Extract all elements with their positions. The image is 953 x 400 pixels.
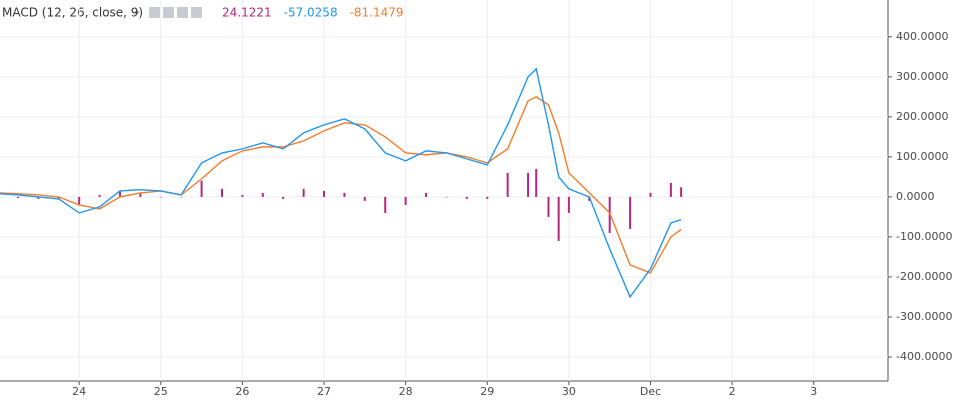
histogram-bar — [323, 190, 326, 197]
format-icon[interactable] — [163, 7, 174, 18]
add-icon[interactable] — [177, 7, 188, 18]
histogram-bar — [57, 196, 60, 199]
histogram-bar — [669, 182, 672, 197]
histogram-bar — [363, 196, 366, 201]
x-tick-label: 26 — [235, 385, 249, 398]
histogram-bar — [567, 196, 570, 213]
y-tick-label: -100.0000 — [896, 230, 952, 243]
x-tick-label: 25 — [154, 385, 168, 398]
histogram-bar — [404, 196, 407, 205]
toolbar-icons — [134, 7, 202, 18]
histogram-bar — [98, 194, 101, 197]
histogram-bar — [221, 188, 223, 197]
legend-value: -57.0258 — [284, 6, 338, 20]
x-tick-label: 3 — [810, 385, 817, 398]
histogram-bar — [200, 180, 203, 197]
settings-icon[interactable] — [149, 7, 160, 18]
histogram-bar — [649, 192, 652, 197]
histogram-bar — [78, 196, 81, 205]
legend-value: 24.1221 — [222, 6, 272, 20]
histogram-bar — [37, 196, 40, 199]
collapse-arrow[interactable] — [134, 11, 140, 15]
histogram-bar — [343, 192, 346, 197]
histogram-bar — [180, 196, 183, 198]
x-tick-label: 24 — [72, 385, 86, 398]
y-tick-label: 0.0000 — [896, 190, 935, 203]
histogram-bar — [608, 196, 611, 233]
y-tick-label: -300.0000 — [896, 310, 952, 323]
y-tick-label: 300.0000 — [896, 70, 949, 83]
y-tick-label: -200.0000 — [896, 270, 952, 283]
y-tick-label: 100.0000 — [896, 150, 949, 163]
x-tick-label: Dec — [640, 385, 661, 398]
legend-value: -81.1479 — [350, 6, 404, 20]
chart-title: MACD (12, 26, close, 9) — [2, 6, 143, 20]
x-tick-label: 30 — [562, 385, 576, 398]
y-tick-label: 400.0000 — [896, 30, 949, 43]
histogram-bar — [302, 188, 305, 197]
remove-icon[interactable] — [191, 7, 202, 18]
histogram-bar — [118, 190, 121, 197]
histogram-bar — [241, 194, 244, 197]
histogram-bar — [557, 196, 560, 241]
y-tick-label: 200.0000 — [896, 110, 949, 123]
series-line — [0, 67, 682, 299]
x-tick-label: 28 — [399, 385, 413, 398]
histogram-bar — [384, 196, 387, 213]
x-tick-label: 27 — [317, 385, 331, 398]
y-tick-label: -400.0000 — [896, 350, 952, 363]
histogram-bar — [16, 196, 19, 199]
histogram-bar — [486, 196, 489, 199]
histogram-bar — [261, 192, 264, 197]
histogram-bar — [445, 196, 448, 198]
histogram-bar — [547, 196, 550, 217]
x-tick-label: 29 — [480, 385, 494, 398]
histogram-bar — [425, 192, 428, 197]
histogram-bar — [535, 168, 538, 197]
histogram-bar — [282, 196, 285, 199]
histogram-bar — [506, 172, 509, 197]
series-line — [0, 96, 682, 274]
histogram-bar — [465, 196, 468, 199]
x-tick-label: 2 — [729, 385, 736, 398]
histogram-bar — [139, 193, 142, 197]
histogram-bar — [680, 187, 683, 197]
histogram-bar — [159, 196, 162, 198]
histogram-bar — [629, 196, 632, 229]
histogram-bar — [588, 196, 591, 201]
histogram-bar — [527, 172, 530, 197]
